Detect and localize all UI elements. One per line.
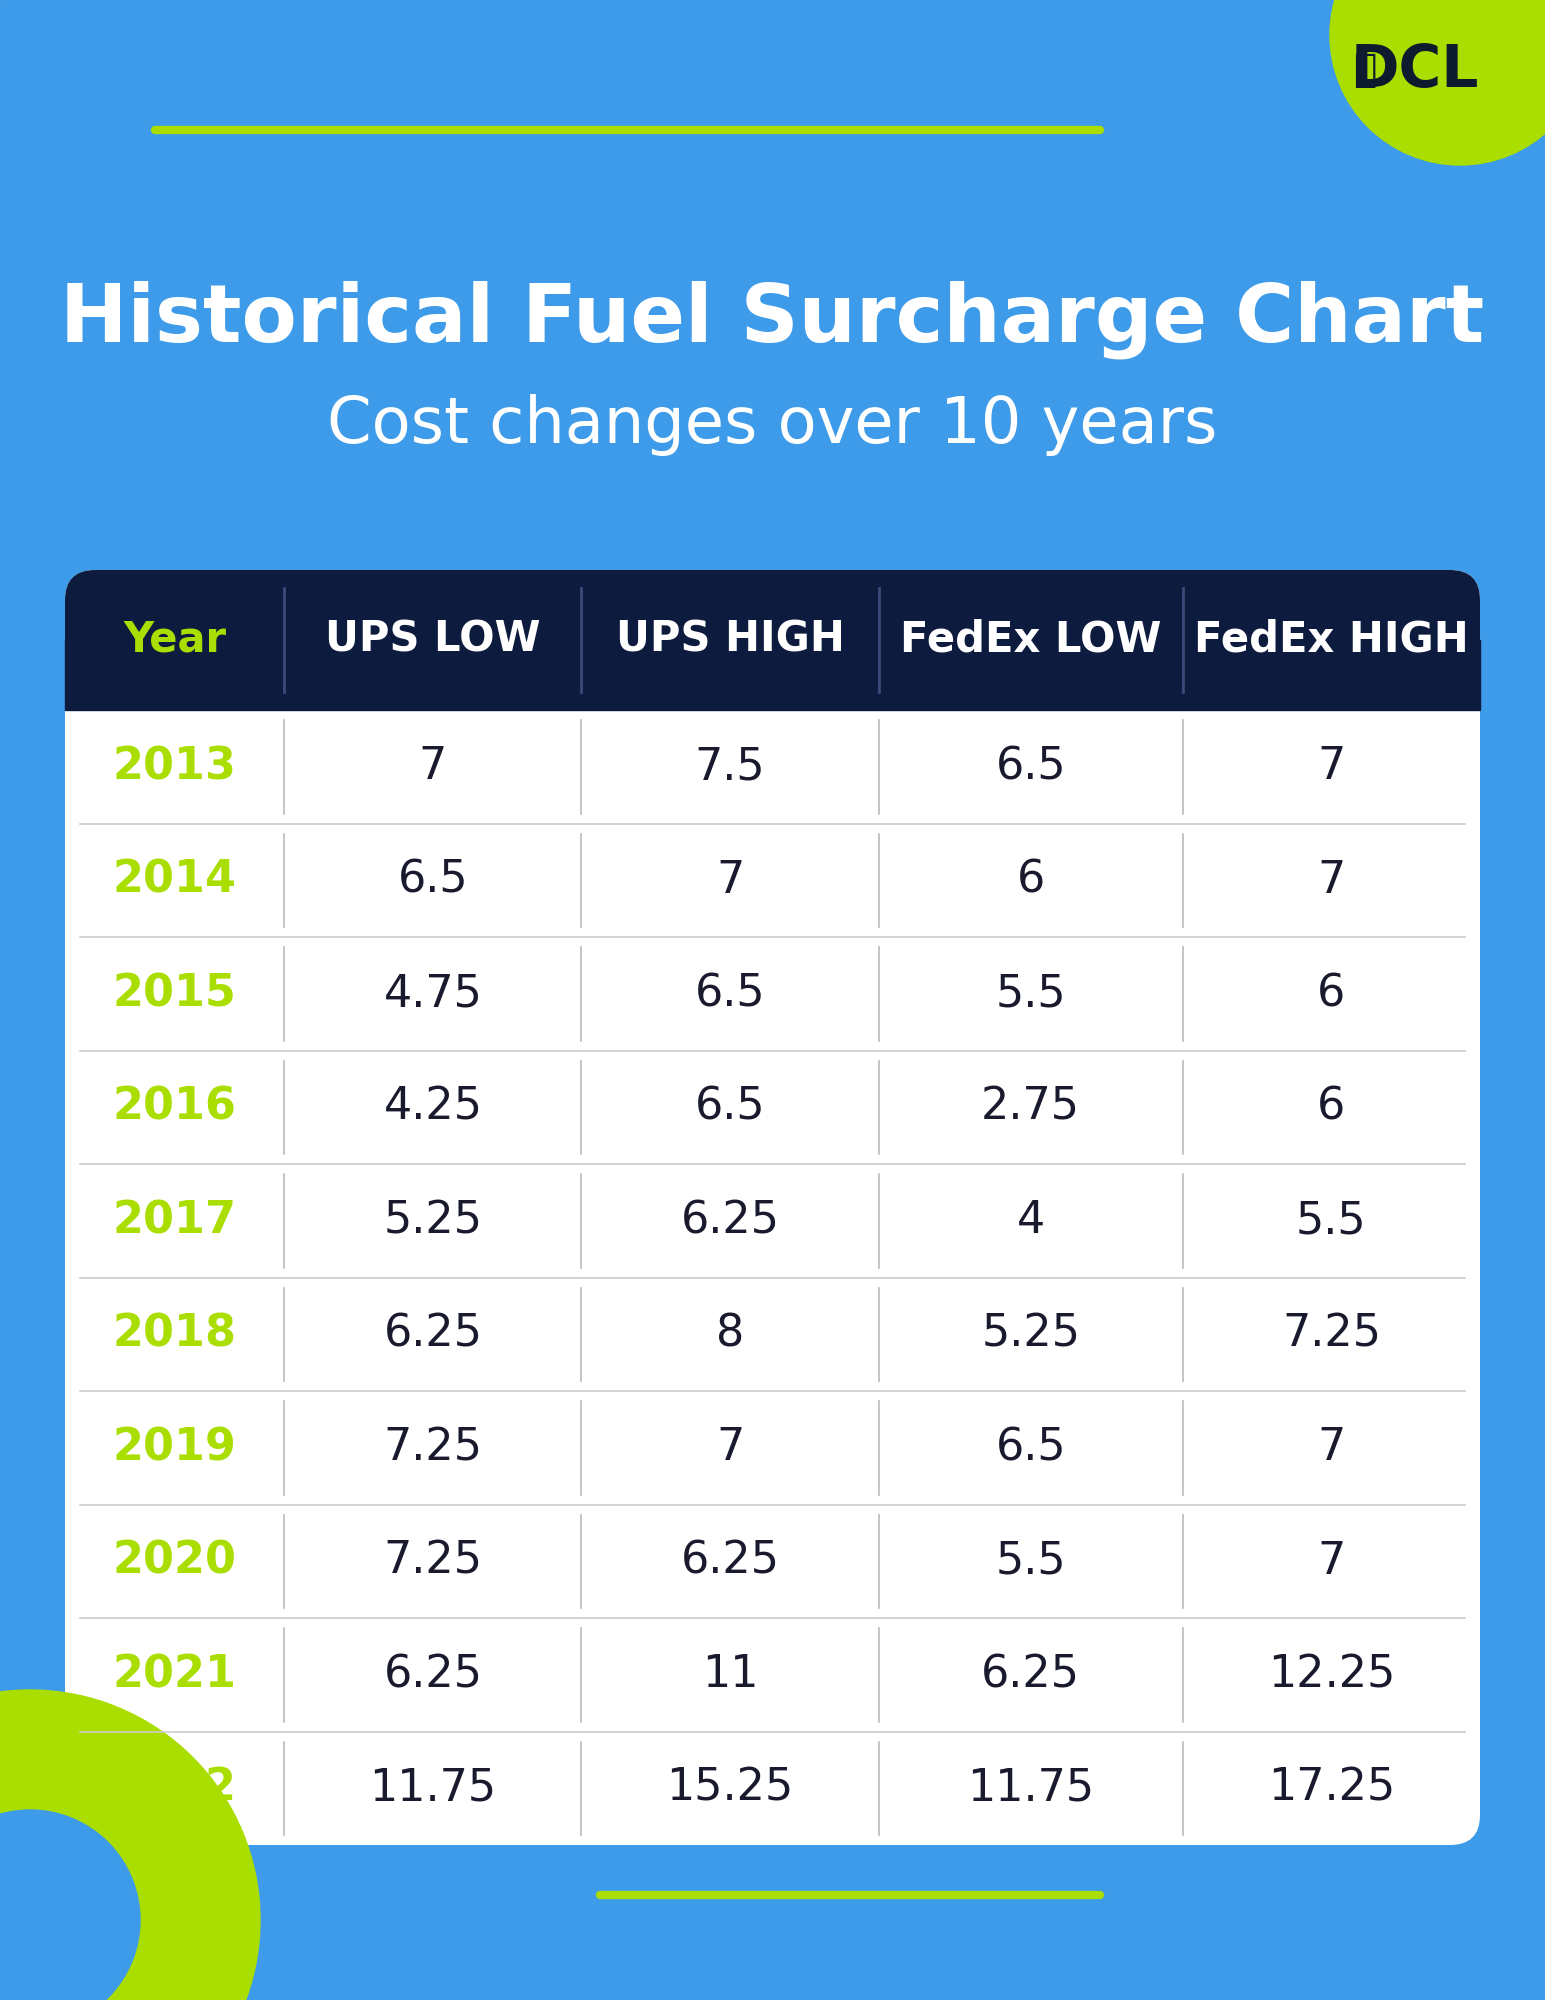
Text: 7: 7 bbox=[1318, 746, 1346, 788]
Text: 4.25: 4.25 bbox=[383, 1086, 482, 1128]
Text: 6: 6 bbox=[1318, 972, 1346, 1016]
Text: 7: 7 bbox=[1318, 858, 1346, 902]
Text: 7: 7 bbox=[1318, 1540, 1346, 1582]
Text: 6.5: 6.5 bbox=[695, 972, 765, 1016]
Text: 15.25: 15.25 bbox=[666, 1766, 794, 1810]
Text: 2022: 2022 bbox=[113, 1766, 236, 1810]
Text: 7.25: 7.25 bbox=[383, 1426, 482, 1470]
Text: Year: Year bbox=[124, 620, 226, 660]
Text: 4: 4 bbox=[1017, 1200, 1044, 1242]
Text: 2015: 2015 bbox=[113, 972, 236, 1016]
Text: 6: 6 bbox=[1017, 858, 1044, 902]
FancyBboxPatch shape bbox=[65, 570, 1480, 710]
Text: 11.75: 11.75 bbox=[369, 1766, 496, 1810]
Text: UPS LOW: UPS LOW bbox=[324, 620, 541, 660]
Text: DCL: DCL bbox=[1350, 42, 1479, 98]
Text: 2.75: 2.75 bbox=[981, 1086, 1080, 1128]
Text: FedEx HIGH: FedEx HIGH bbox=[1194, 620, 1469, 660]
Text: 6.5: 6.5 bbox=[995, 746, 1066, 788]
Text: 5.5: 5.5 bbox=[1296, 1200, 1367, 1242]
Text: 2019: 2019 bbox=[113, 1426, 236, 1470]
Text: 11.75: 11.75 bbox=[967, 1766, 1094, 1810]
Text: Historical Fuel Surcharge Chart: Historical Fuel Surcharge Chart bbox=[60, 280, 1485, 360]
Text: 2013: 2013 bbox=[113, 746, 236, 788]
Text: 7.5: 7.5 bbox=[695, 746, 765, 788]
Text: 5.25: 5.25 bbox=[981, 1312, 1080, 1356]
Text: 12.25: 12.25 bbox=[1268, 1654, 1395, 1696]
Text: 7.25: 7.25 bbox=[383, 1540, 482, 1582]
Text: 11: 11 bbox=[701, 1654, 759, 1696]
Text: 8: 8 bbox=[715, 1312, 745, 1356]
Text: ⧈: ⧈ bbox=[1353, 50, 1377, 88]
Circle shape bbox=[0, 1690, 260, 2000]
Text: UPS HIGH: UPS HIGH bbox=[615, 620, 845, 660]
Circle shape bbox=[1330, 0, 1545, 166]
Text: 6.25: 6.25 bbox=[981, 1654, 1080, 1696]
Circle shape bbox=[0, 1810, 141, 2000]
Text: 7: 7 bbox=[1318, 1426, 1346, 1470]
Text: 6.25: 6.25 bbox=[383, 1654, 482, 1696]
Text: 6.5: 6.5 bbox=[695, 1086, 765, 1128]
Text: FedEx LOW: FedEx LOW bbox=[901, 620, 1162, 660]
Text: 2020: 2020 bbox=[113, 1540, 236, 1582]
Text: 2017: 2017 bbox=[113, 1200, 236, 1242]
Text: 7.25: 7.25 bbox=[1282, 1312, 1381, 1356]
Text: 2014: 2014 bbox=[113, 858, 236, 902]
Bar bbox=[65, 640, 1480, 710]
Text: 2016: 2016 bbox=[113, 1086, 236, 1128]
Text: 5.25: 5.25 bbox=[383, 1200, 482, 1242]
Text: Cost changes over 10 years: Cost changes over 10 years bbox=[328, 394, 1217, 456]
Text: 6.5: 6.5 bbox=[397, 858, 468, 902]
Text: 6.25: 6.25 bbox=[383, 1312, 482, 1356]
Text: 4.75: 4.75 bbox=[383, 972, 482, 1016]
Text: 7: 7 bbox=[419, 746, 447, 788]
Text: 2018: 2018 bbox=[113, 1312, 236, 1356]
Text: 6.25: 6.25 bbox=[680, 1200, 780, 1242]
Text: 5.5: 5.5 bbox=[995, 1540, 1066, 1582]
Text: 2021: 2021 bbox=[113, 1654, 236, 1696]
Text: 17.25: 17.25 bbox=[1268, 1766, 1395, 1810]
Text: 7: 7 bbox=[715, 1426, 745, 1470]
Text: 5.5: 5.5 bbox=[995, 972, 1066, 1016]
Text: 7: 7 bbox=[715, 858, 745, 902]
Text: 6.25: 6.25 bbox=[680, 1540, 780, 1582]
FancyBboxPatch shape bbox=[65, 570, 1480, 1844]
Text: 6: 6 bbox=[1318, 1086, 1346, 1128]
Text: 6.5: 6.5 bbox=[995, 1426, 1066, 1470]
